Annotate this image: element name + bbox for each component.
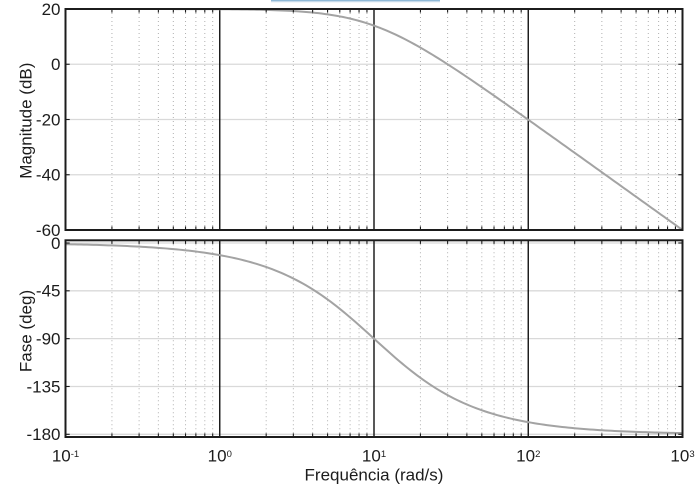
- svg-text:-60: -60: [36, 221, 61, 240]
- svg-text:101: 101: [362, 447, 386, 466]
- svg-text:-135: -135: [26, 377, 60, 396]
- svg-text:0: 0: [51, 55, 60, 74]
- svg-text:-90: -90: [36, 330, 61, 349]
- svg-text:Magnitude (dB): Magnitude (dB): [17, 63, 36, 179]
- svg-text:Frequência (rad/s): Frequência (rad/s): [305, 466, 444, 485]
- svg-text:-180: -180: [26, 425, 60, 444]
- svg-text:-20: -20: [36, 110, 61, 129]
- svg-text:0: 0: [51, 234, 60, 253]
- svg-text:102: 102: [516, 447, 540, 466]
- svg-text:-40: -40: [36, 166, 61, 185]
- svg-text:20: 20: [42, 0, 61, 19]
- svg-text:103: 103: [670, 447, 694, 466]
- svg-text:-45: -45: [36, 282, 61, 301]
- svg-text:100: 100: [208, 447, 232, 466]
- svg-text:Fase (deg): Fase (deg): [17, 290, 36, 372]
